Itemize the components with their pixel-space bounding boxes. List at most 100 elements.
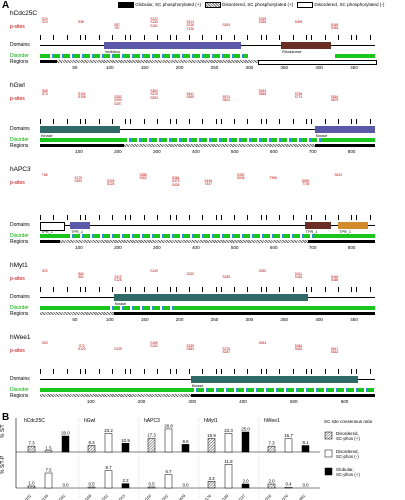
site-tick bbox=[305, 35, 307, 40]
bar-bottom bbox=[284, 486, 293, 489]
bar-bottom bbox=[164, 474, 173, 489]
panel-b-letter: B bbox=[2, 412, 10, 423]
site-tick bbox=[234, 369, 235, 374]
site-ticks bbox=[40, 215, 375, 220]
site-ticks bbox=[40, 287, 375, 292]
site-tick bbox=[215, 287, 217, 292]
site-tick bbox=[170, 287, 171, 292]
site-tick bbox=[98, 119, 100, 124]
ylabel-top: % S/T bbox=[0, 424, 6, 438]
site-cluster: S275 S287 bbox=[222, 347, 230, 355]
domain-label: Rhodanese bbox=[282, 49, 302, 54]
bar-bottom bbox=[267, 483, 276, 489]
site-tick bbox=[85, 119, 86, 124]
site-cluster: S330 bbox=[258, 269, 267, 273]
row-label-regions: Regions bbox=[10, 393, 29, 399]
domain-bar bbox=[113, 294, 308, 301]
site-tick bbox=[337, 119, 339, 124]
site-cluster: S755 S774 bbox=[294, 92, 303, 100]
site-tick bbox=[337, 35, 339, 40]
legend-disordered-minus: Disordered, SC phosphorylated (-) bbox=[314, 2, 385, 8]
site-cluster: S440 S469 bbox=[330, 275, 339, 283]
site-tick bbox=[125, 35, 126, 40]
site-cluster: S53 bbox=[42, 341, 48, 345]
axis-tick-label: 800 bbox=[347, 149, 356, 154]
region-segment bbox=[60, 240, 308, 243]
site-tick bbox=[40, 287, 41, 292]
site-tick bbox=[157, 287, 158, 292]
disorder-segment bbox=[66, 234, 319, 238]
legend-swatch-globular bbox=[118, 2, 134, 8]
domain-bar bbox=[70, 222, 91, 229]
bar-top bbox=[181, 444, 190, 453]
site-tick bbox=[247, 369, 248, 374]
bar-bottom bbox=[224, 464, 233, 489]
row-label-domains: Domains bbox=[10, 126, 30, 132]
site-tick bbox=[324, 35, 326, 40]
site-cluster: S360 S375 S393 bbox=[150, 89, 158, 100]
site-tick bbox=[266, 287, 267, 292]
site-tick bbox=[220, 369, 222, 374]
x-tick-label: 23/429 bbox=[175, 494, 186, 500]
bar-top-label: 7.3 bbox=[28, 441, 35, 446]
row-label-regions: Regions bbox=[10, 59, 29, 65]
bar-bottom bbox=[104, 470, 113, 489]
site-tick bbox=[292, 287, 294, 292]
domain-label: Kinase bbox=[114, 301, 127, 306]
site-cluster: S286 S302 bbox=[139, 173, 147, 181]
bar-top bbox=[44, 450, 53, 453]
bar-top bbox=[27, 445, 36, 453]
site-cluster: S449 S463 bbox=[330, 23, 339, 31]
site-cluster: S68 S73 bbox=[42, 89, 48, 97]
site-tick bbox=[130, 287, 131, 292]
site-tick bbox=[305, 369, 307, 374]
domain-label: TPR_1 bbox=[305, 229, 318, 234]
site-cluster: S194 S195 bbox=[78, 92, 86, 100]
axis-tick-label: 50 bbox=[72, 317, 78, 322]
site-tick bbox=[79, 369, 81, 374]
axis-tick-label: 400 bbox=[191, 245, 200, 250]
bar-top-label: 10.9 bbox=[121, 438, 130, 443]
legend-label: Disordered, bbox=[336, 431, 359, 436]
domain-bar bbox=[338, 222, 369, 229]
site-tick bbox=[53, 369, 54, 374]
site-tick bbox=[356, 35, 357, 40]
region-segment bbox=[257, 60, 377, 65]
site-cluster: S409 bbox=[294, 20, 303, 24]
site-tick bbox=[369, 287, 371, 292]
site-cluster: S411 S418 bbox=[294, 272, 303, 280]
legend-title: SC site consensus ratio bbox=[324, 419, 373, 424]
site-cluster: S20 S23 bbox=[42, 17, 48, 25]
site-tick bbox=[175, 215, 177, 220]
protein-name: hMyt1 bbox=[10, 262, 28, 269]
site-tick bbox=[292, 215, 294, 220]
site-cluster: S441 S455 bbox=[186, 92, 194, 100]
site-tick bbox=[292, 119, 294, 124]
site-tick bbox=[143, 35, 145, 40]
ylabel-bottom: % S/T-P bbox=[0, 455, 6, 474]
axis-tick-label: 100 bbox=[105, 65, 114, 70]
legend-label: Globular, bbox=[336, 467, 354, 472]
axis-tick-label: 600 bbox=[269, 245, 278, 250]
site-tick bbox=[175, 35, 177, 40]
site-cluster: S816 S875 bbox=[330, 95, 339, 103]
site-tick bbox=[202, 119, 203, 124]
site-tick bbox=[260, 119, 262, 124]
domain-bar bbox=[281, 42, 332, 49]
region-segment bbox=[113, 312, 375, 315]
panel-b-chart: % S/T % S/T-P hCdc25C 7.3 1.0 1/102 1.5 7.5 27/1… bbox=[0, 418, 373, 500]
axis-tick-label: 600 bbox=[269, 149, 278, 154]
disorder-segment bbox=[40, 234, 67, 238]
site-cluster: S364 S379 S426 bbox=[172, 176, 180, 187]
bar-top-label: 20.0 bbox=[61, 431, 70, 436]
site-tick bbox=[85, 215, 86, 220]
site-tick bbox=[260, 35, 262, 40]
site-tick bbox=[53, 119, 54, 124]
site-tick bbox=[40, 119, 41, 124]
legend-globular: Globular, SC phosphorylated (+) bbox=[135, 2, 202, 8]
protein-name: hWee1 bbox=[10, 334, 31, 341]
site-tick bbox=[85, 287, 86, 292]
site-tick bbox=[266, 369, 267, 374]
site-tick bbox=[188, 215, 190, 220]
site-cluster: S169 S192 bbox=[150, 341, 158, 349]
